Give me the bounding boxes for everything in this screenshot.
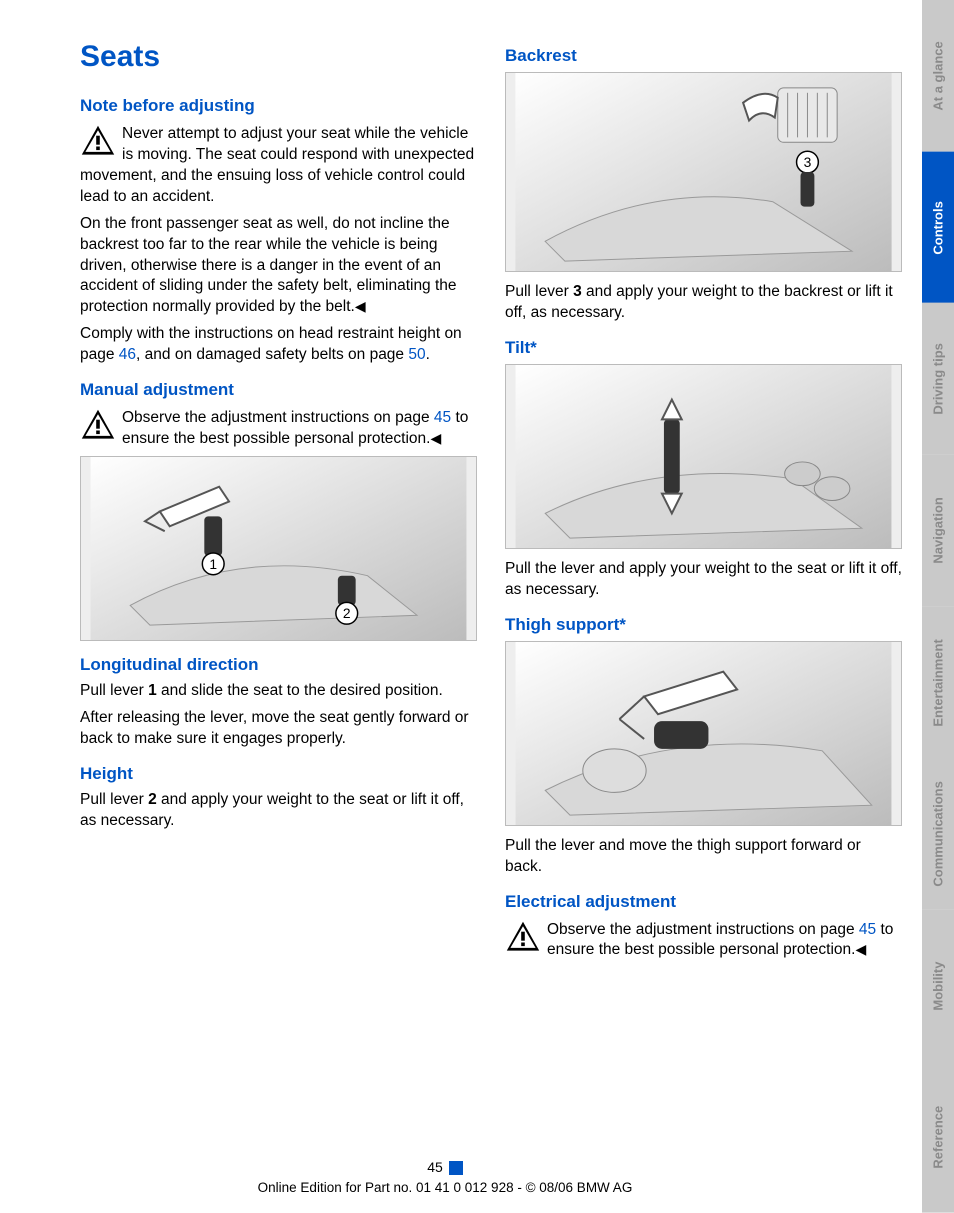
lever-number: 2 — [148, 791, 157, 808]
page-link[interactable]: 50 — [408, 346, 425, 363]
heading-backrest: Backrest — [505, 46, 902, 66]
text-span: Pull lever — [80, 682, 148, 699]
right-column: Backrest 3 Pull lever 3 and apply your w… — [505, 40, 902, 1193]
heading-manual: Manual adjustment — [80, 380, 477, 400]
warning-block-manual: Observe the adjustment instructions on p… — [80, 408, 477, 450]
footer-text: Online Edition for Part no. 01 41 0 012 … — [0, 1180, 890, 1195]
text-span: and slide the seat to the desired positi… — [157, 682, 443, 699]
end-marker-icon: ◀ — [855, 941, 866, 957]
page-link[interactable]: 46 — [119, 346, 136, 363]
lever-number: 1 — [148, 682, 157, 699]
svg-text:2: 2 — [343, 605, 351, 621]
sidebar-tab-mobility[interactable]: Mobility — [922, 910, 954, 1062]
svg-text:3: 3 — [804, 154, 812, 170]
figure-backrest: 3 — [505, 72, 902, 272]
sidebar-tab-entertainment[interactable]: Entertainment — [922, 607, 954, 759]
lever-number: 3 — [573, 283, 582, 300]
figure-manual-seat: 1 2 — [80, 456, 477, 641]
page-link[interactable]: 45 — [859, 921, 876, 938]
end-marker-icon: ◀ — [355, 298, 366, 314]
warning-icon — [505, 920, 541, 952]
body-text: Comply with the instructions on head res… — [80, 324, 477, 366]
body-text: On the front passenger seat as well, do … — [80, 214, 477, 319]
page-link[interactable]: 45 — [434, 409, 451, 426]
sidebar-tab-communications[interactable]: Communications — [922, 758, 954, 910]
page-content: Seats Note before adjusting Never attemp… — [0, 0, 922, 1213]
text-span: Observe the adjustment instructions on p… — [547, 921, 859, 938]
body-text: Pull lever 1 and slide the seat to the d… — [80, 681, 477, 702]
heading-height: Height — [80, 764, 477, 784]
page-number: 45 — [0, 1159, 890, 1175]
figure-tilt — [505, 364, 902, 549]
figure-thigh — [505, 641, 902, 826]
text-span: , and on damaged safety belts on page — [136, 346, 408, 363]
warning-block-electrical: Observe the adjustment instructions on p… — [505, 920, 902, 962]
svg-text:1: 1 — [209, 556, 217, 572]
sidebar-tab-reference[interactable]: Reference — [922, 1061, 954, 1213]
heading-thigh: Thigh support* — [505, 615, 902, 635]
heading-electrical: Electrical adjustment — [505, 892, 902, 912]
text-span: Pull lever — [505, 283, 573, 300]
warning-icon — [80, 124, 116, 156]
page-title: Seats — [80, 40, 477, 74]
sidebar-tab-controls[interactable]: Controls — [922, 152, 954, 304]
sidebar-tab-driving-tips[interactable]: Driving tips — [922, 303, 954, 455]
body-text: Pull the lever and move the thigh suppor… — [505, 836, 902, 878]
heading-note: Note before adjusting — [80, 96, 477, 116]
sidebar-tabs: At a glanceControlsDriving tipsNavigatio… — [922, 0, 954, 1213]
body-text: Pull lever 2 and apply your weight to th… — [80, 790, 477, 832]
page-marker-icon — [449, 1161, 463, 1175]
body-text: After releasing the lever, move the seat… — [80, 708, 477, 750]
page-number-value: 45 — [427, 1159, 443, 1175]
body-text: Never attempt to adjust your seat while … — [80, 124, 477, 208]
warning-block-note: Never attempt to adjust your seat while … — [80, 124, 477, 318]
warning-icon — [80, 408, 116, 440]
heading-tilt: Tilt* — [505, 338, 902, 358]
text-span: On the front passenger seat as well, do … — [80, 215, 457, 316]
end-marker-icon: ◀ — [430, 430, 441, 446]
sidebar-tab-navigation[interactable]: Navigation — [922, 455, 954, 607]
text-span: Observe the adjustment instructions on p… — [122, 409, 434, 426]
sidebar-tab-at-a-glance[interactable]: At a glance — [922, 0, 954, 152]
body-text: Observe the adjustment instructions on p… — [505, 920, 902, 962]
heading-longitudinal: Longitudinal direction — [80, 655, 477, 675]
body-text: Pull lever 3 and apply your weight to th… — [505, 282, 902, 324]
text-span: . — [426, 346, 430, 363]
text-span: Pull lever — [80, 791, 148, 808]
left-column: Seats Note before adjusting Never attemp… — [80, 40, 477, 1193]
body-text: Pull the lever and apply your weight to … — [505, 559, 902, 601]
body-text: Observe the adjustment instructions on p… — [80, 408, 477, 450]
